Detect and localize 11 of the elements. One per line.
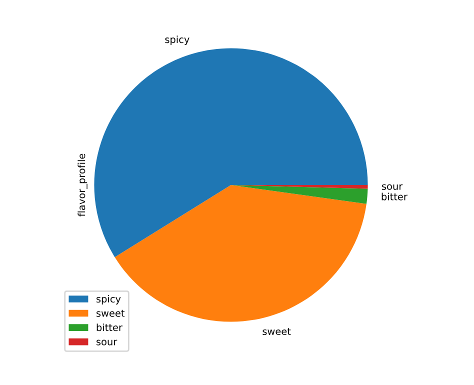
legend-label: spicy [96, 295, 121, 304]
slice-label: spicy [165, 36, 190, 46]
slice-label: sour [382, 184, 403, 190]
legend-label: bitter [96, 324, 122, 332]
slice-label: bitter [382, 192, 408, 200]
legend-label: sweet [96, 310, 125, 317]
pie-slice [231, 185, 368, 204]
pie-slice [94, 48, 368, 258]
text: flavor_profile [78, 154, 88, 216]
legend-label: sour [96, 340, 118, 346]
slice-label: sweet [262, 328, 291, 336]
